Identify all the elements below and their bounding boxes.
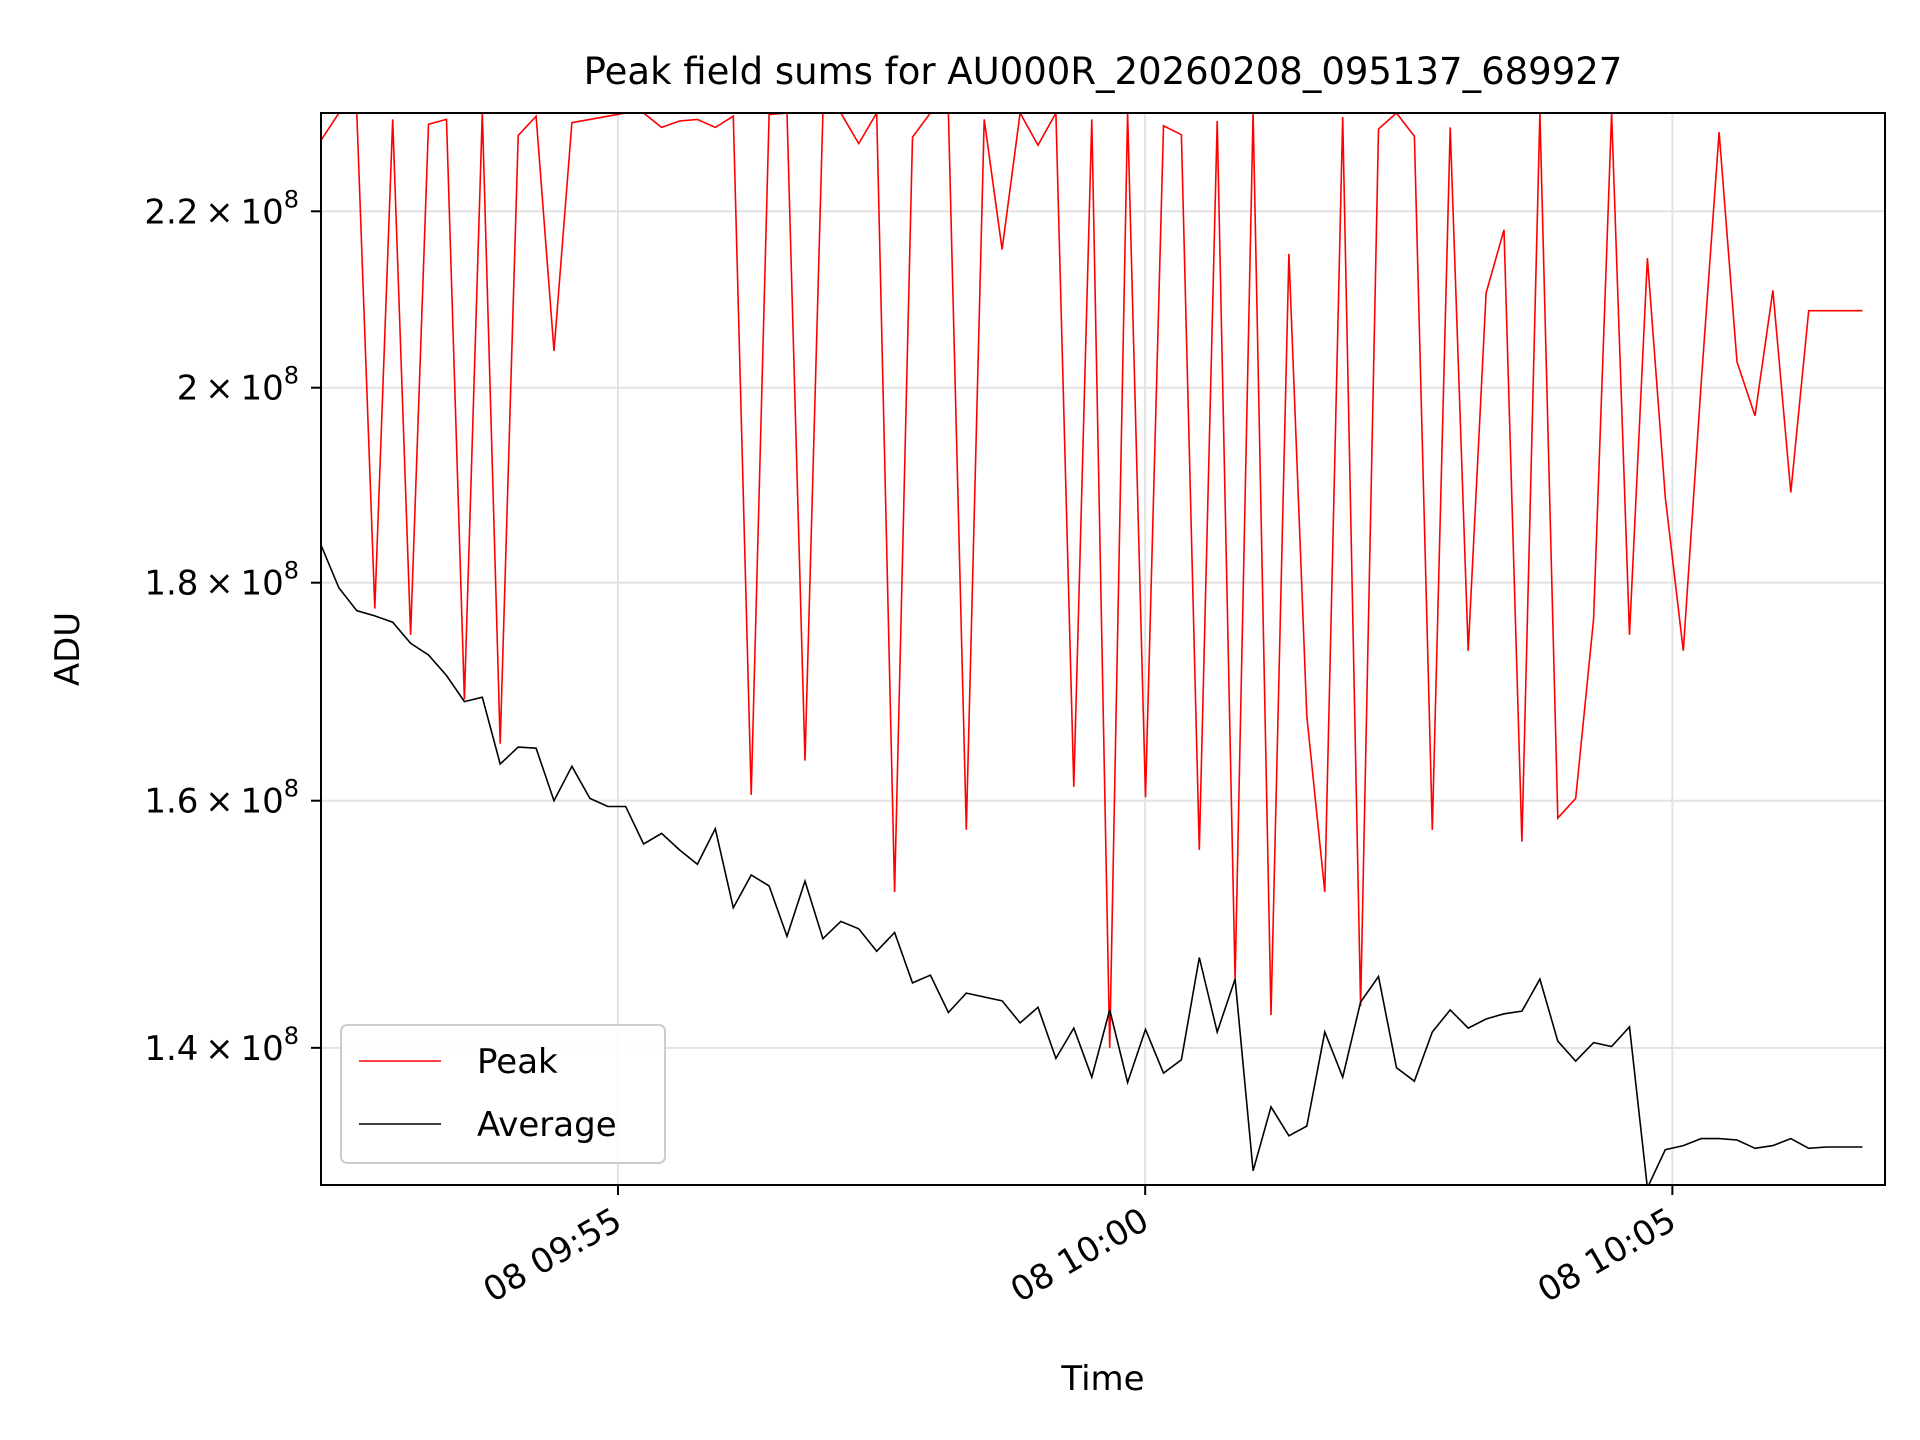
legend-box <box>340 1024 666 1164</box>
y-tick-exponent: 8 <box>284 1022 299 1050</box>
series-layer <box>321 113 1863 1185</box>
legend: Peak Average <box>340 1024 666 1164</box>
y-tick-exponent: 8 <box>284 185 299 213</box>
chart-title: Peak field sums for AU000R_20260208_0951… <box>584 50 1623 93</box>
y-tick-mantissa: 2.2 × 10 <box>144 192 283 232</box>
y-tick-exponent: 8 <box>284 362 299 390</box>
y-tick-label: 2 × 108 <box>177 362 299 409</box>
series-line-average <box>321 544 1863 1185</box>
y-tick-label: 1.8 × 108 <box>144 557 299 604</box>
y-tick-mantissa: 2 × 10 <box>177 369 284 409</box>
legend-label-average: Average <box>477 1105 617 1145</box>
y-tick-label: 1.4 × 108 <box>144 1022 299 1069</box>
y-tick-mantissa: 1.4 × 10 <box>144 1029 283 1069</box>
y-axis-label: ADU <box>48 612 88 686</box>
legend-label-peak: Peak <box>477 1042 558 1082</box>
plot-frame <box>320 112 1886 1186</box>
y-tick-mantissa: 1.8 × 10 <box>144 564 283 604</box>
series-line-peak <box>321 113 1863 1048</box>
y-tick-label: 2.2 × 108 <box>144 185 299 232</box>
y-tick-label: 1.6 × 108 <box>144 775 299 822</box>
y-tick-exponent: 8 <box>284 557 299 585</box>
y-tick-mantissa: 1.6 × 10 <box>144 782 283 822</box>
y-tick-exponent: 8 <box>284 775 299 803</box>
x-axis-label: Time <box>1060 1359 1144 1399</box>
